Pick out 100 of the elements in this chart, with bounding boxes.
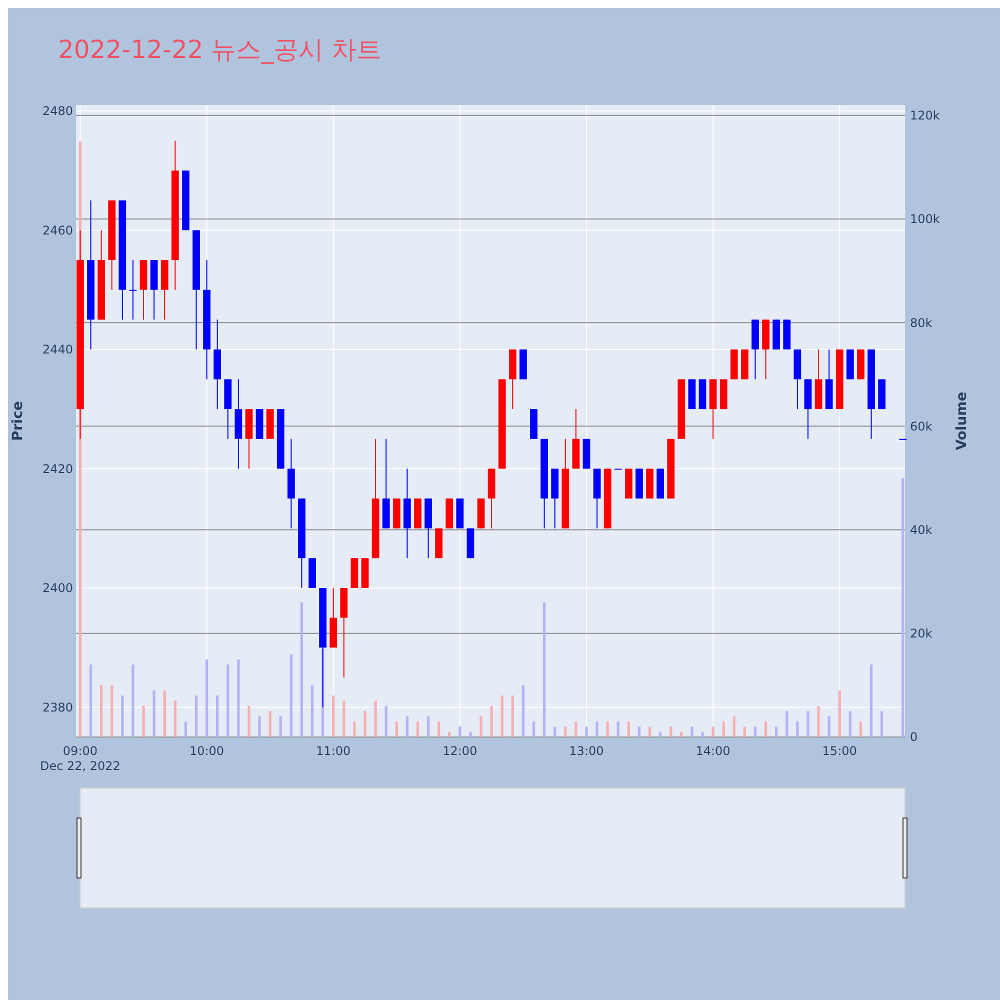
bar bbox=[290, 654, 292, 737]
bar bbox=[458, 726, 462, 737]
bar bbox=[438, 721, 440, 737]
x-tick-label: 10:00 bbox=[189, 744, 224, 758]
bar bbox=[100, 685, 103, 737]
bar bbox=[364, 711, 366, 737]
y2-tick-label: 120k bbox=[910, 108, 940, 123]
y-tick-label: 2440 bbox=[42, 342, 73, 357]
bar bbox=[416, 721, 420, 737]
bar bbox=[237, 659, 240, 737]
bar bbox=[806, 711, 810, 737]
bar bbox=[353, 721, 356, 737]
bar bbox=[574, 721, 578, 737]
bar bbox=[670, 726, 672, 737]
bar bbox=[163, 690, 166, 737]
x-tick-label: 14:00 bbox=[696, 744, 730, 758]
bar bbox=[616, 721, 620, 737]
y2-tick-label: 0 bbox=[910, 730, 918, 744]
candlestick bbox=[129, 260, 137, 320]
bar bbox=[480, 716, 482, 737]
bar bbox=[121, 696, 124, 737]
bar bbox=[743, 726, 746, 737]
bar bbox=[89, 664, 92, 737]
bar bbox=[786, 711, 788, 737]
bar bbox=[680, 732, 683, 737]
bar bbox=[859, 721, 862, 737]
bar bbox=[532, 721, 536, 737]
bar bbox=[426, 716, 430, 737]
y-tick-label: 2480 bbox=[42, 104, 73, 118]
bar bbox=[554, 726, 556, 737]
bar bbox=[448, 732, 451, 737]
bar bbox=[279, 716, 282, 737]
y2-axis-title: Volume bbox=[954, 392, 970, 450]
bar bbox=[817, 706, 820, 737]
bar bbox=[406, 716, 408, 737]
bar bbox=[722, 721, 725, 737]
bar bbox=[796, 721, 799, 737]
y2-tick-label: 40k bbox=[910, 522, 932, 537]
bar bbox=[712, 726, 714, 737]
bar bbox=[216, 696, 219, 737]
bar bbox=[870, 664, 873, 737]
bar bbox=[511, 696, 514, 737]
x-tick-label: 15:00 bbox=[822, 744, 857, 758]
bar bbox=[310, 685, 314, 737]
bar bbox=[542, 602, 546, 737]
bar bbox=[754, 726, 757, 737]
bar bbox=[469, 732, 472, 737]
y2-tick-label: 20k bbox=[910, 626, 932, 641]
bar bbox=[332, 696, 335, 737]
bar bbox=[775, 726, 778, 737]
y2-tick-label: 100k bbox=[910, 212, 940, 226]
y2-tick-label: 80k bbox=[910, 316, 932, 330]
bar bbox=[226, 664, 230, 737]
y2-tick-label: 60k bbox=[910, 419, 932, 434]
bar bbox=[500, 696, 504, 737]
bar bbox=[848, 711, 852, 737]
y-tick-label: 2460 bbox=[42, 223, 73, 238]
bar bbox=[585, 726, 588, 737]
bar bbox=[142, 706, 145, 737]
bar bbox=[522, 685, 525, 737]
bar bbox=[152, 690, 156, 737]
bar bbox=[268, 711, 272, 737]
bar bbox=[248, 706, 250, 737]
bar bbox=[690, 726, 694, 737]
bar bbox=[658, 732, 662, 737]
chart-title: 2022-12-22 뉴스_공시 차트 bbox=[58, 35, 382, 64]
bar bbox=[490, 706, 493, 737]
bar bbox=[764, 721, 768, 737]
y-tick-label: 2420 bbox=[42, 462, 73, 476]
bar bbox=[205, 659, 208, 737]
bar bbox=[732, 716, 736, 737]
bar bbox=[342, 700, 346, 737]
bar bbox=[902, 478, 904, 737]
y-axis-title: Price bbox=[10, 401, 26, 441]
bar bbox=[110, 685, 114, 737]
bar bbox=[564, 726, 567, 737]
bar bbox=[184, 721, 188, 737]
bar bbox=[638, 726, 641, 737]
bar bbox=[838, 690, 841, 737]
bar bbox=[828, 716, 830, 737]
x-tick-label: 13:00 bbox=[569, 744, 604, 758]
bar bbox=[132, 664, 134, 737]
x-tick-label: 12:00 bbox=[442, 744, 478, 758]
bar bbox=[374, 700, 377, 737]
bar bbox=[174, 700, 176, 737]
bar bbox=[395, 721, 398, 737]
bar bbox=[300, 602, 304, 737]
bar bbox=[648, 726, 652, 737]
bar bbox=[606, 721, 609, 737]
bar bbox=[701, 732, 704, 737]
bar bbox=[258, 716, 261, 737]
y-tick-label: 2380 bbox=[42, 700, 73, 714]
bar bbox=[194, 696, 198, 737]
x-tick-label: 09:00 Dec 22, 2022 bbox=[40, 744, 120, 773]
bar bbox=[384, 706, 388, 737]
bar bbox=[880, 711, 884, 737]
x-tick-label: 11:00 bbox=[316, 744, 351, 758]
bar bbox=[627, 721, 630, 737]
y-tick-label: 2400 bbox=[42, 581, 73, 596]
bar bbox=[596, 721, 598, 737]
